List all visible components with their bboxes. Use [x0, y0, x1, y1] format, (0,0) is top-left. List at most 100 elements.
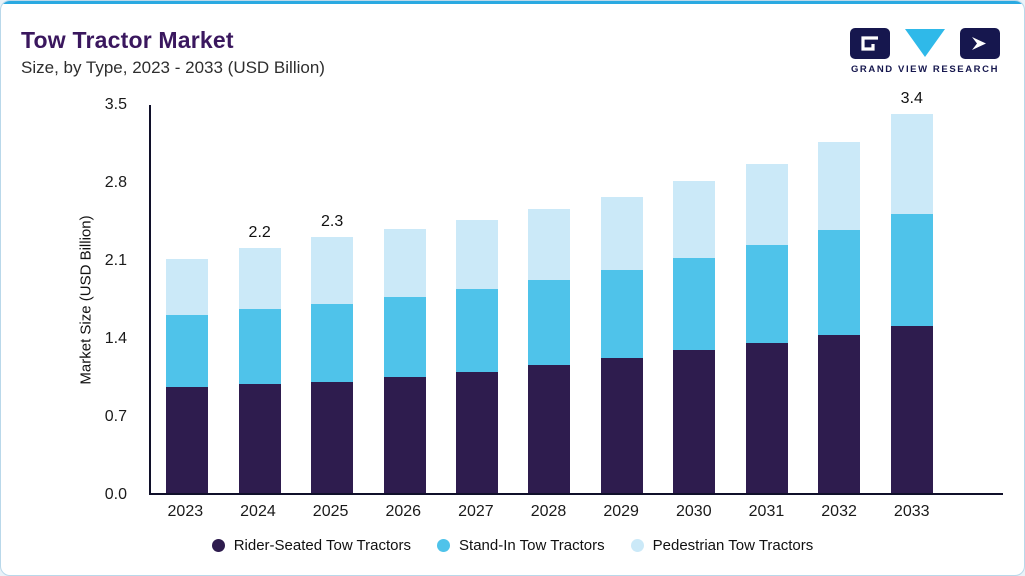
- bar-slot-2026: [368, 105, 440, 493]
- y-tick-label: 0.0: [104, 486, 127, 503]
- legend-label: Pedestrian Tow Tractors: [652, 537, 814, 554]
- bar-segment: [745, 164, 788, 245]
- legend-dot-rider-seated-icon: [211, 539, 225, 552]
- x-axis-labels: 2023 2024 2025 2026 2027 2028 2029 2030 2031 2032…: [149, 503, 1003, 521]
- plot-area: 2.2 2.3 3.4: [149, 90, 1003, 495]
- bar-total-label: 2.2: [248, 223, 271, 241]
- x-tick-label: 2025: [312, 503, 349, 520]
- legend: Rider-Seated Tow Tractors Stand-In Tow T…: [1, 537, 1024, 554]
- bar-segment: [528, 364, 571, 493]
- legend-label: Rider-Seated Tow Tractors: [233, 537, 412, 554]
- x-tick-label: 2024: [240, 503, 276, 520]
- bar-slot-2027: [441, 105, 513, 493]
- stacked-bar-2028: [528, 208, 571, 493]
- y-tick-label: 3.5: [104, 96, 127, 113]
- gvr-logo-tile-g-icon: [850, 28, 890, 64]
- stacked-bar-2024: [238, 247, 281, 493]
- bar-segment: [528, 280, 571, 365]
- stacked-bar-2030: [673, 181, 716, 493]
- bar-segment: [528, 208, 571, 281]
- bar-segment: [456, 289, 499, 372]
- bar-segment: [456, 220, 499, 290]
- bar-slot-2029: [586, 105, 658, 493]
- bar-segment: [383, 296, 426, 378]
- bar-slot-2028: [513, 105, 585, 493]
- bar-segment: [673, 350, 716, 493]
- top-accent-bar: [1, 1, 1024, 4]
- legend-dot-pedestrian-icon: [630, 539, 644, 552]
- bar-slot-2030: [658, 105, 730, 493]
- stacked-bar-2029: [600, 196, 643, 493]
- x-tick-label: 2028: [530, 503, 567, 520]
- bar-segment: [673, 257, 716, 351]
- bar-segment: [238, 309, 281, 384]
- bar-segment: [166, 387, 209, 493]
- bar-slot-2025: 2.3: [296, 105, 368, 493]
- legend-item-pedestrian: Pedestrian Tow Tractors: [630, 537, 814, 554]
- y-tick-label: 0.7: [104, 408, 127, 425]
- bar-slot-2033: 3.4: [876, 90, 948, 493]
- brand-name: GRAND VIEW RESEARCH: [850, 64, 1000, 75]
- x-tick-label: 2026: [385, 503, 422, 520]
- stacked-bar-2026: [383, 228, 426, 493]
- bar-segment: [673, 181, 716, 258]
- stacked-bar-2027: [456, 220, 499, 493]
- bar-segment: [311, 303, 354, 382]
- stacked-bar-2031: [745, 164, 788, 493]
- x-tick-label: 2032: [821, 503, 857, 520]
- bar-segment: [890, 325, 933, 493]
- x-tick-label: 2033: [893, 503, 930, 520]
- x-tick-label: 2031: [748, 503, 785, 520]
- stacked-bar-2033: [890, 114, 933, 493]
- gvr-logo-tile-arrow-icon: [960, 28, 1000, 64]
- bar-segment: [311, 381, 354, 493]
- page-title: Tow Tractor Market: [21, 27, 234, 53]
- x-tick-label: 2029: [603, 503, 639, 520]
- bar-segment: [890, 114, 933, 215]
- bars: 2.2 2.3 3.4: [151, 90, 1003, 493]
- x-tick-label: 2027: [458, 503, 494, 520]
- page-subtitle: Size, by Type, 2023 - 2033 (USD Billion): [21, 58, 325, 77]
- bar-segment: [238, 383, 281, 493]
- legend-item-rider-seated: Rider-Seated Tow Tractors: [211, 537, 412, 554]
- stacked-bar-2032: [818, 142, 861, 493]
- bar-segment: [600, 358, 643, 493]
- bar-slot-2023: [151, 105, 223, 493]
- y-tick-label: 2.1: [104, 252, 127, 269]
- legend-item-stand-in: Stand-In Tow Tractors: [437, 537, 605, 554]
- legend-dot-stand-in-icon: [437, 539, 451, 552]
- bar-segment: [383, 228, 426, 297]
- bar-segment: [166, 314, 209, 388]
- bar-slot-2031: [731, 105, 803, 493]
- bar-segment: [166, 259, 209, 315]
- bar-segment: [745, 244, 788, 343]
- x-tick-label: 2030: [676, 503, 712, 520]
- y-tick-label: 2.8: [104, 174, 127, 191]
- legend-label: Stand-In Tow Tractors: [459, 537, 605, 554]
- bar-total-label: 2.3: [321, 212, 344, 230]
- bar-segment: [818, 334, 861, 493]
- bar-segment: [238, 247, 281, 310]
- bar-segment: [818, 142, 861, 231]
- bar-segment: [890, 214, 933, 326]
- bar-segment: [600, 270, 643, 359]
- y-axis-ticks: 0.0 0.7 1.4 2.1 2.8 3.5: [1, 96, 137, 503]
- bar-segment: [818, 230, 861, 335]
- bar-slot-2032: [803, 105, 875, 493]
- stacked-bar-2023: [166, 259, 209, 493]
- gvr-logo-triangle-icon: [904, 28, 946, 64]
- y-tick-label: 1.4: [104, 330, 127, 347]
- bar-slot-2024: 2.2: [223, 105, 295, 493]
- bar-segment: [600, 196, 643, 271]
- stacked-bar-2025: [311, 236, 354, 493]
- bar-total-label: 3.4: [900, 90, 923, 108]
- bar-segment: [311, 236, 354, 304]
- brand-logo: GRAND VIEW RESEARCH: [850, 28, 1000, 75]
- brand-logo-glyphs: [850, 28, 1000, 60]
- bar-segment: [383, 377, 426, 493]
- bar-segment: [745, 342, 788, 493]
- bar-segment: [456, 371, 499, 493]
- x-tick-label: 2023: [167, 503, 204, 520]
